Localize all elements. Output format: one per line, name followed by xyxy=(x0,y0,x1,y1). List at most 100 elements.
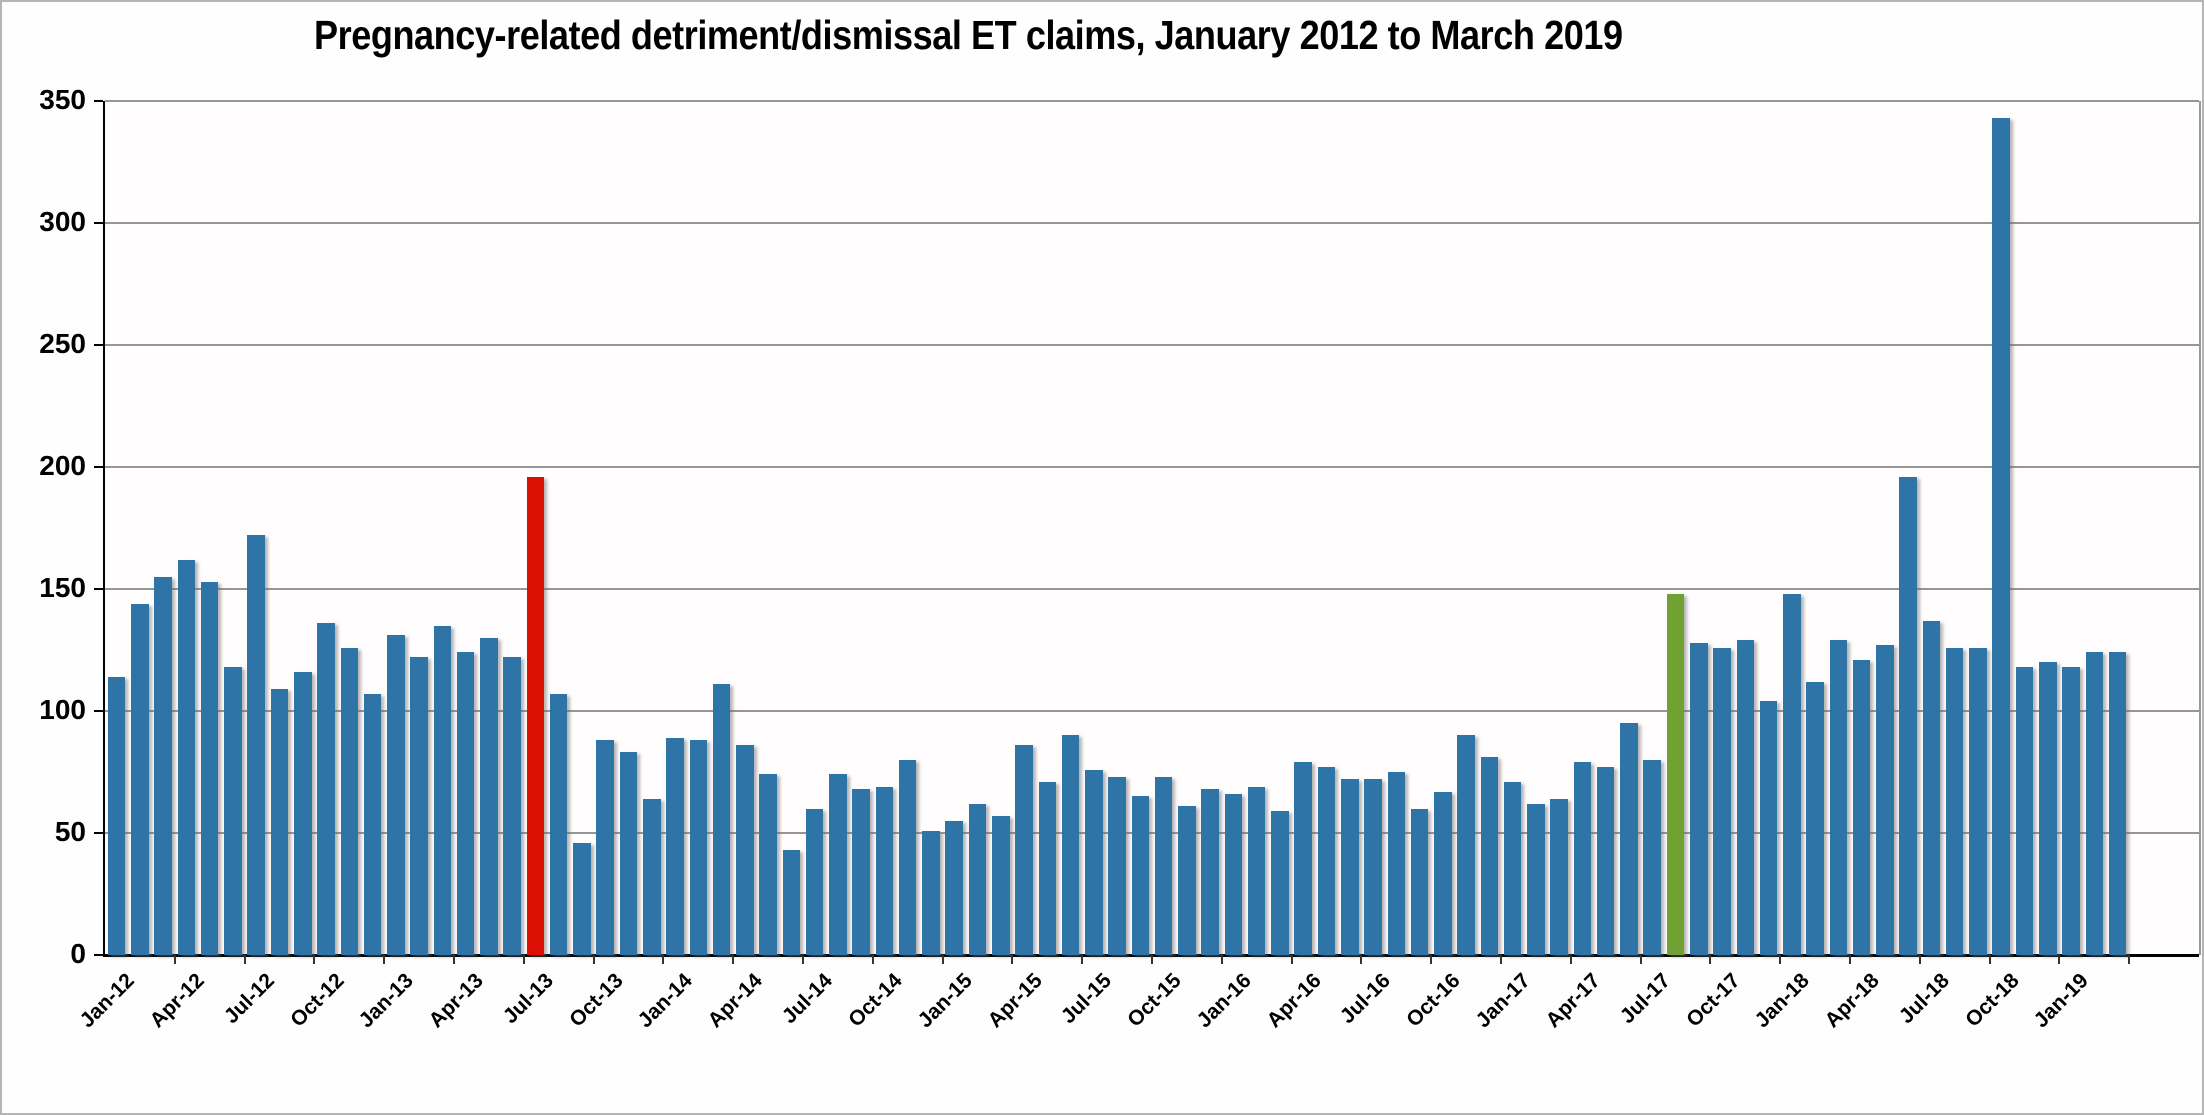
x-axis-tick-14 xyxy=(1081,955,1084,964)
x-tick-label-Jan-14: Jan-14 xyxy=(633,969,698,1033)
x-axis-tick-11 xyxy=(871,955,874,964)
bar-Sep-17 xyxy=(1690,642,1708,955)
x-axis-tick-23 xyxy=(1709,955,1712,964)
x-axis-tick-22 xyxy=(1639,955,1642,964)
bar-Jan-12 xyxy=(107,676,126,955)
bar-Oct-18 xyxy=(1992,118,2010,955)
bar-May-15 xyxy=(1038,781,1057,955)
bar-Feb-19 xyxy=(2085,652,2104,955)
x-tick-label-Jul-17: Jul-17 xyxy=(1615,969,1675,1029)
x-axis-tick-15 xyxy=(1151,955,1153,964)
x-tick-label-Jul-16: Jul-16 xyxy=(1336,969,1396,1029)
bar-May-13 xyxy=(480,637,498,955)
bar-Mar-19 xyxy=(2108,652,2127,955)
x-axis-tick-24 xyxy=(1779,955,1782,964)
bar-Nov-18 xyxy=(2015,667,2034,955)
x-tick-label-Oct-14: Oct-14 xyxy=(844,969,907,1032)
bar-Nov-12 xyxy=(340,647,359,955)
chart-title: Pregnancy-related detriment/dismissal ET… xyxy=(314,12,1623,58)
bar-May-17 xyxy=(1596,767,1615,955)
x-axis-tick-19 xyxy=(1430,955,1433,964)
bar-Feb-16 xyxy=(1247,786,1266,955)
x-axis-tick-25 xyxy=(1849,955,1851,964)
bar-Dec-18 xyxy=(2039,662,2057,955)
bar-Jan-16 xyxy=(1224,793,1243,955)
x-axis-tick-7 xyxy=(592,955,595,964)
y-tick-label-200: 200 xyxy=(39,450,86,481)
bar-Apr-13 xyxy=(456,652,475,955)
bar-Jul-12 xyxy=(247,535,265,955)
x-tick-label-Apr-12: Apr-12 xyxy=(145,969,209,1033)
bar-Feb-15 xyxy=(968,803,987,955)
x-tick-label-Oct-17: Oct-17 xyxy=(1681,969,1745,1032)
y-axis-tick-200 xyxy=(94,466,103,468)
bar-Dec-13 xyxy=(643,798,661,955)
x-axis-tick-20 xyxy=(1500,955,1502,964)
bar-Aug-12 xyxy=(270,689,289,955)
x-tick-label-Jul-15: Jul-15 xyxy=(1056,969,1117,1029)
bar-Jul-13 xyxy=(526,476,545,955)
x-axis-tick-26 xyxy=(1918,955,1921,964)
x-tick-label-Apr-16: Apr-16 xyxy=(1262,969,1326,1033)
gridline-y-150 xyxy=(105,588,2199,590)
x-tick-label-Jan-16: Jan-16 xyxy=(1192,969,1256,1033)
bar-Sep-15 xyxy=(1131,796,1150,955)
x-axis-tick-10 xyxy=(802,955,804,964)
bar-Dec-12 xyxy=(363,693,382,955)
x-tick-label-Jan-17: Jan-17 xyxy=(1471,969,1535,1033)
gridline-y-50 xyxy=(105,832,2199,834)
plot-area: 0 50 100 150 200 250 300 350 Jan-12 Apr-12 Jul-12 O… xyxy=(39,84,2201,1032)
x-axis-tick-1 xyxy=(173,955,176,964)
bar-Aug-16 xyxy=(1387,772,1406,955)
x-axis-tick-5 xyxy=(453,955,455,964)
bar-Nov-16 xyxy=(1457,735,1475,955)
bar-Aug-13 xyxy=(549,693,568,955)
x-tick-label-Oct-15: Oct-15 xyxy=(1123,969,1186,1032)
x-axis-tick-28 xyxy=(2058,955,2061,964)
bar-Apr-14 xyxy=(736,745,754,955)
y-tick-label-300: 300 xyxy=(39,206,86,237)
bar-Sep-14 xyxy=(852,789,870,955)
bar-Dec-14 xyxy=(922,830,940,955)
x-tick-label-Jul-18: Jul-18 xyxy=(1894,969,1954,1029)
bar-Feb-13 xyxy=(410,657,428,955)
bar-Oct-13 xyxy=(596,740,614,955)
x-axis-tick-21 xyxy=(1569,955,1572,964)
bar-Jan-19 xyxy=(2062,667,2080,955)
bar-Oct-15 xyxy=(1154,776,1173,955)
x-axis-tick-29 xyxy=(2128,955,2131,964)
bar-Oct-14 xyxy=(875,786,894,955)
bar-Jan-18 xyxy=(1783,593,1801,955)
x-tick-label-Apr-18: Apr-18 xyxy=(1820,969,1884,1033)
y-axis-line xyxy=(103,101,105,957)
x-tick-label-Apr-17: Apr-17 xyxy=(1541,969,1605,1033)
bar-Nov-15 xyxy=(1178,806,1196,955)
x-axis-tick-4 xyxy=(383,955,386,964)
bar-May-14 xyxy=(759,774,777,955)
x-tick-label-Jan-13: Jan-13 xyxy=(354,969,419,1033)
bar-Jul-17 xyxy=(1643,759,1661,955)
bar-Aug-14 xyxy=(829,774,847,955)
bar-Oct-12 xyxy=(317,623,335,955)
x-tick-label-Jul-13: Jul-13 xyxy=(498,969,558,1029)
bar-Jun-12 xyxy=(224,667,242,955)
x-tick-label-Jul-14: Jul-14 xyxy=(777,969,837,1029)
bar-Apr-16 xyxy=(1294,762,1312,955)
bar-Jul-14 xyxy=(805,808,824,955)
bar-Apr-15 xyxy=(1015,745,1033,955)
bar-Feb-17 xyxy=(1527,803,1545,955)
bar-Feb-14 xyxy=(689,740,708,955)
bar-Feb-18 xyxy=(1806,681,1824,955)
bar-May-12 xyxy=(200,581,219,955)
bar-Dec-15 xyxy=(1201,789,1219,955)
y-axis-tick-50 xyxy=(94,832,103,834)
y-axis-tick-100 xyxy=(94,710,103,712)
bar-Sep-12 xyxy=(294,671,312,955)
y-axis-tick-300 xyxy=(94,222,103,224)
bar-Feb-12 xyxy=(131,603,149,955)
bar-Nov-13 xyxy=(619,752,638,955)
bar-Mar-13 xyxy=(433,625,452,955)
y-tick-label-150: 150 xyxy=(39,572,86,603)
bar-Jan-13 xyxy=(387,635,405,955)
